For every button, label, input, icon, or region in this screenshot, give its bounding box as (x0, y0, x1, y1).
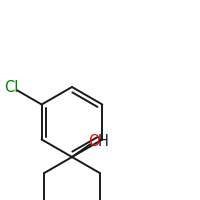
Text: O: O (88, 134, 100, 149)
Text: Cl: Cl (4, 79, 19, 95)
Text: H: H (98, 134, 109, 149)
